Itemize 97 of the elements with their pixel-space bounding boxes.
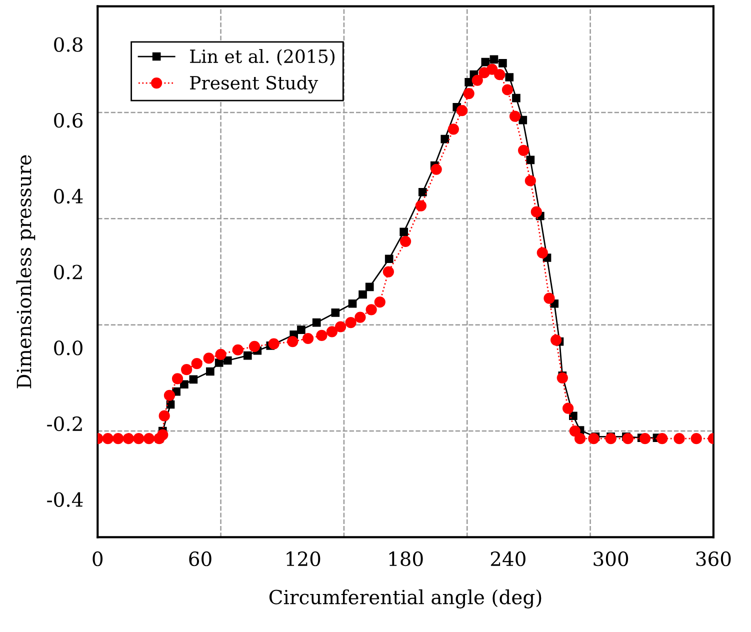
x-axis-title: Circumferential angle (deg) [269,589,542,608]
point [622,433,634,444]
point [440,134,450,144]
point [481,58,490,66]
point [268,338,280,350]
point [569,425,580,437]
point [526,156,535,164]
point [122,433,134,444]
y-tick-label: 0.6 [54,113,83,128]
point [415,200,426,212]
point [348,299,357,308]
point [133,433,144,444]
point [498,59,507,68]
point [588,433,600,444]
y-tick-label: -0.2 [47,416,82,432]
y-tick-label: -0.4 [47,492,83,507]
point [206,367,214,376]
point [345,317,356,328]
point [524,175,536,186]
point [302,332,314,344]
y-tick-label: 0.0 [54,340,82,356]
point [358,290,367,299]
point [569,412,578,420]
point [287,336,298,348]
point [464,78,473,86]
point [143,433,155,444]
point [102,433,114,444]
point [472,74,483,86]
x-tick-label: 180 [389,551,423,566]
point [366,304,377,316]
point [605,433,616,444]
point [180,380,188,389]
point [556,372,568,384]
point [164,390,176,401]
point [365,282,374,292]
point [312,318,321,327]
point [418,188,427,196]
x-tick-label: 120 [286,551,320,566]
y-tick-label: 0.2 [54,264,82,280]
point [463,88,474,100]
point [518,144,530,156]
point [215,348,226,360]
x-tick-label: 60 [189,551,212,566]
point [574,433,586,444]
point [544,292,555,304]
point [674,433,685,444]
point [494,69,506,80]
point [297,326,306,334]
point [562,402,574,414]
point [331,308,340,317]
point [530,206,542,218]
point [400,236,412,247]
point [639,433,651,444]
point [326,326,338,338]
point [172,373,184,384]
point [223,356,232,365]
point [384,254,394,264]
y-tick-label: 0.4 [54,188,83,204]
point [486,64,498,75]
point [456,105,468,116]
x-tick-label: 360 [696,551,731,566]
x-tick-label: 0 [92,551,103,566]
point [189,375,198,384]
point [536,247,548,258]
point [550,334,562,346]
point [512,94,520,102]
point [248,340,260,352]
point [448,124,459,135]
legend-label: Present Study [190,76,318,94]
point [214,358,224,367]
point [490,55,498,64]
point [690,433,702,444]
y-axis-title: Dimensionless pressure [16,155,36,388]
point [509,110,521,122]
point [181,364,192,376]
point [157,429,168,440]
point [112,433,124,444]
point [502,84,514,96]
point [334,321,346,332]
point [191,358,202,370]
point [656,433,668,444]
point [232,344,244,356]
point [430,164,442,175]
point [354,312,366,323]
point [316,330,328,342]
point [374,296,386,308]
point [243,351,252,360]
point [203,352,214,364]
legend-label: Lin et al. (2015) [190,49,335,66]
point [505,73,514,82]
point [518,116,528,124]
point [382,266,394,278]
point [400,228,408,236]
x-tick-label: 300 [594,551,628,566]
point [158,410,170,422]
x-tick-label: 240 [490,551,526,566]
y-tick-label: 0.8 [54,37,82,52]
